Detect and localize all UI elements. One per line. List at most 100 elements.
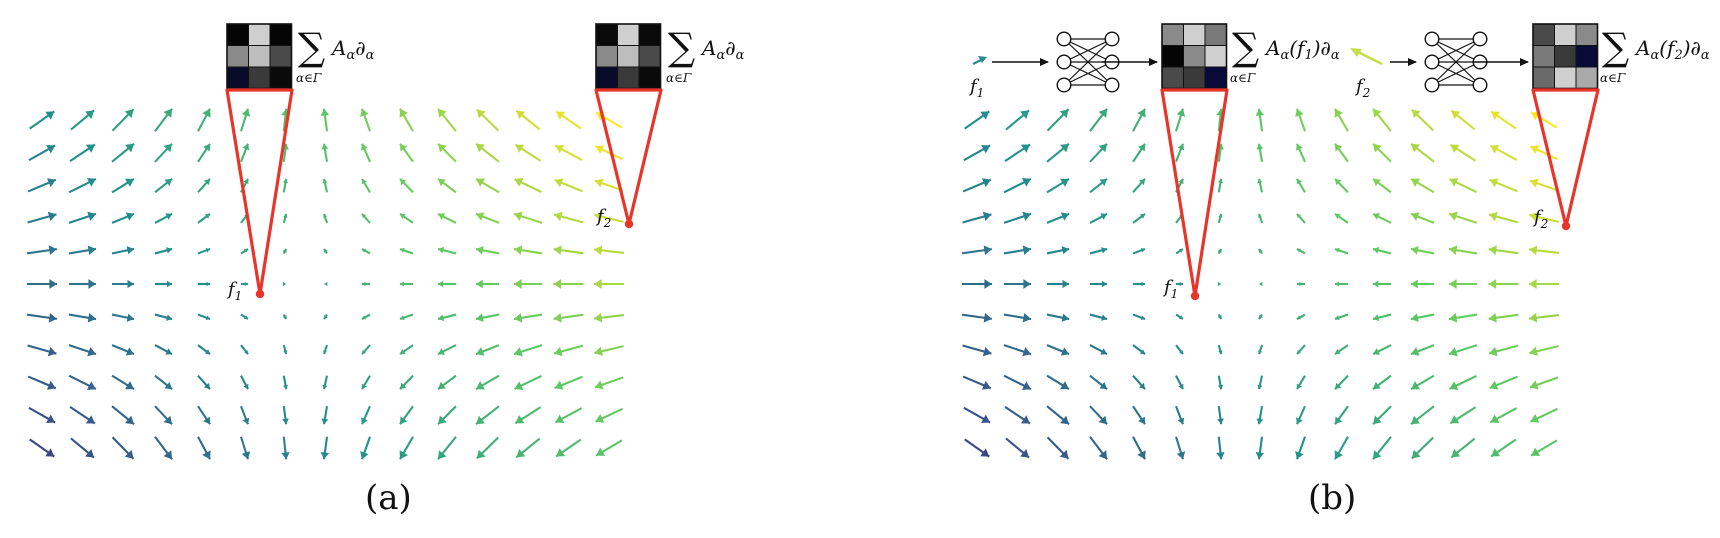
highlight-cone-a1 [225,88,294,296]
field-arrow [1529,376,1559,390]
highlight-cone-b2 [1531,88,1600,228]
field-arrow [154,374,173,390]
matrix-cell [1204,66,1227,89]
field-arrow [1490,438,1517,458]
field-arrow [361,178,371,193]
field-arrow [553,279,584,289]
field-arrow [26,313,58,323]
field-arrow [1217,248,1223,254]
field-arrow [1046,142,1070,163]
field-arrow [1488,313,1519,323]
field-arrow [1004,143,1031,162]
field-arrow [197,313,211,321]
field-arrow [1488,279,1519,289]
field-arrow [553,344,584,357]
coefficient-matrix-b2 [1532,23,1599,90]
neural-network-icon-2 [1424,31,1488,93]
field-arrow [69,143,96,162]
formula-a1: ∑ α∈Γ Aα∂α [296,25,375,85]
field-arrow [399,405,414,425]
field-arrow [239,436,251,460]
field-arrow [361,344,371,355]
field-arrow [360,405,371,425]
svg-text:Aα(f1)∂α: Aα(f1)∂α [1264,36,1340,63]
matrix-cell [1183,45,1206,68]
field-arrow [437,246,457,255]
field-arrow [555,110,582,130]
field-arrow [1047,279,1069,289]
field-arrow [1410,142,1435,163]
field-arrow [399,178,414,194]
field-arrow [1372,344,1392,356]
field-arrow [399,436,414,460]
field-arrow [197,405,211,425]
field-arrow [70,437,95,459]
network-node [1424,77,1440,93]
field-arrow [1257,375,1264,390]
field-arrow [1411,279,1434,289]
field-arrow [197,344,211,355]
field-arrow [1529,178,1559,192]
field-arrow [593,245,625,256]
field-arrow [69,406,96,425]
field-arrow [962,344,992,357]
matrix-cell [617,66,640,89]
matrix-cell [638,45,661,68]
field-arrow [240,375,249,390]
field-arrow [241,281,248,287]
field-arrow [1488,245,1519,255]
field-arrow [1530,111,1558,129]
field-arrow [321,143,329,162]
matrix-cell [269,45,292,68]
network-node [1472,77,1488,93]
field-arrow [1259,281,1263,287]
field-arrow [1174,108,1186,132]
field-arrow [282,248,288,254]
field-arrow [1132,247,1146,255]
field-arrow [1257,178,1264,193]
field-arrow [513,211,543,224]
field-arrow [1046,344,1070,356]
field-arrow [282,178,289,193]
field-arrow [1004,406,1031,425]
field-arrow [1255,108,1265,132]
matrix-cell [1575,45,1598,68]
field-arrow [1448,344,1478,357]
field-arrow [963,144,991,162]
point-f1-marker-b [1190,291,1200,301]
field-arrow [1449,406,1477,425]
field-arrow [1296,213,1306,224]
field-arrow [513,313,543,323]
highlight-cone-a2 [594,88,663,226]
field-arrow [1046,436,1070,460]
matrix-cell [1183,23,1206,46]
field-arrow [476,279,499,289]
field-arrow [111,212,135,224]
network-node [1104,31,1120,47]
field-arrow [362,281,370,287]
field-arrow [1296,375,1306,390]
field-arrow [27,279,57,289]
field-arrow [1410,313,1435,323]
field-arrow [1372,374,1392,390]
panel-a: f1 ∑ α∈Γ Aα∂α f2 ∑ α∈Γ Aα∂α [225,23,745,303]
field-arrow [1372,246,1392,255]
field-arrow [475,177,500,194]
field-arrow [360,143,371,163]
field-arrow [240,405,250,425]
field-arrow [553,211,584,224]
field-arrow [514,279,542,289]
field-arrow [594,178,624,192]
field-arrow [514,374,542,390]
field-arrow [27,211,57,224]
field-arrow [27,344,57,357]
matrix-cell [617,45,640,68]
matrix-cell [226,66,249,89]
matrix-cell [1161,66,1184,89]
field-arrow [155,280,172,288]
field-arrow [1175,344,1184,355]
field-arrow [1175,248,1184,255]
field-arrow [1488,211,1519,224]
field-arrow [111,313,135,322]
